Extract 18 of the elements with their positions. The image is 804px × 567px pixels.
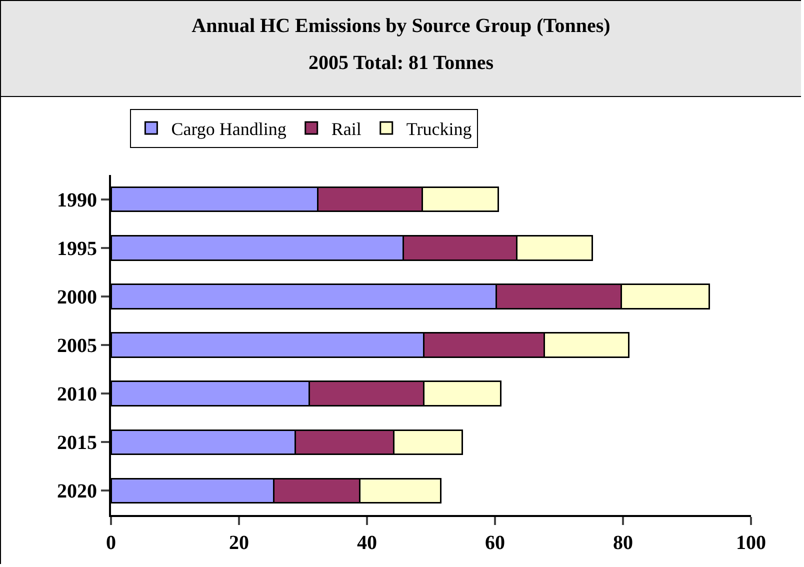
legend-label: Cargo Handling	[171, 119, 286, 140]
x-tick-label: 100	[736, 532, 766, 554]
x-tick-label: 60	[485, 532, 505, 554]
y-tick-label: 2010	[57, 384, 97, 406]
y-tick-label: 2020	[57, 480, 97, 503]
x-tick-label: 40	[357, 532, 377, 554]
chart-title: Annual HC Emissions by Source Group (Tonnes)	[190, 14, 612, 38]
legend-label: Trucking	[406, 119, 472, 140]
y-tick-label: 1990	[57, 189, 97, 212]
x-tick-label: 20	[229, 532, 249, 554]
x-tick-label: 80	[613, 532, 633, 554]
y-tick-label: 2000	[57, 286, 97, 308]
y-tick-label: 2015	[57, 432, 97, 454]
y-tick-label: 1995	[57, 238, 97, 260]
x-tick-label: 0	[106, 532, 116, 554]
chart-subtitle: 2005 Total: 81 Tonnes	[307, 51, 495, 75]
y-tick-label: 2005	[57, 335, 97, 357]
legend-label: Rail	[331, 119, 362, 140]
